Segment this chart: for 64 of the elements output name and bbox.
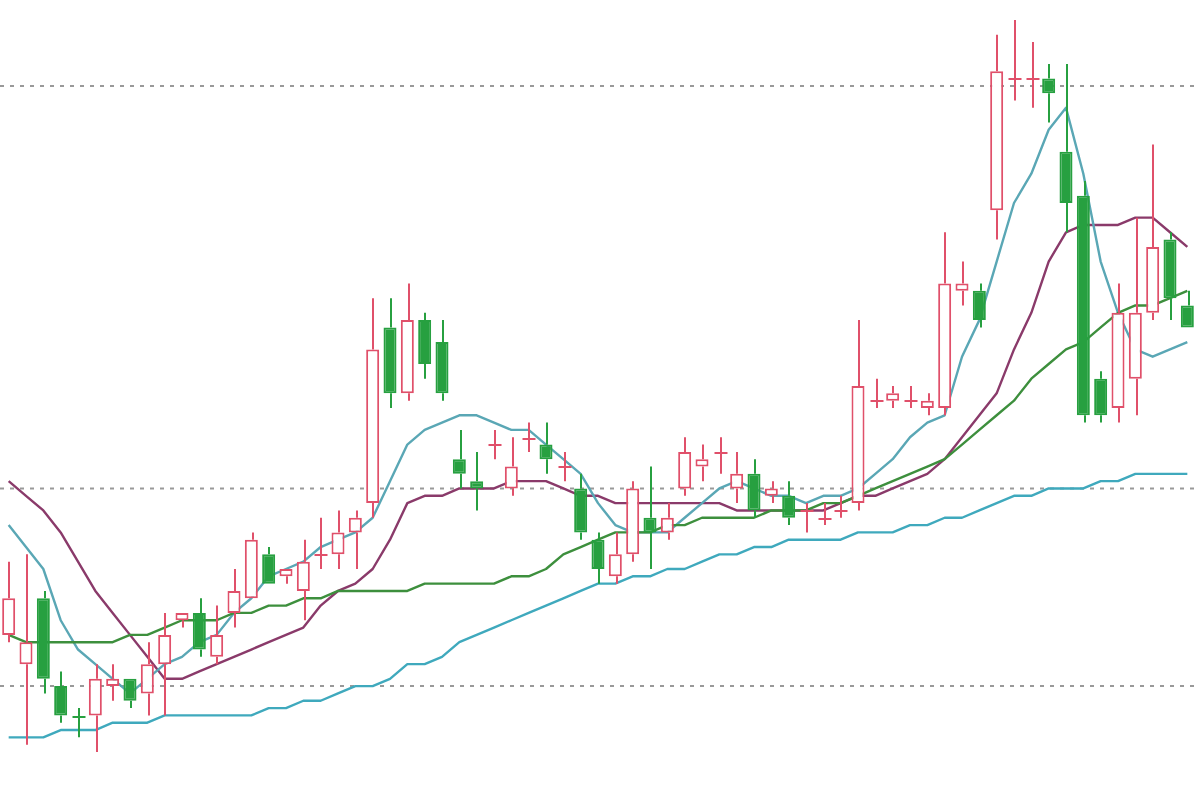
candlestick [1076,180,1090,424]
candlestick [123,678,137,710]
candlestick [452,428,466,490]
candlestick [366,297,380,519]
candlestick [400,282,414,402]
candlestick [955,260,969,307]
candlestick [88,663,102,753]
candlestick [296,538,310,622]
candlestick [1146,143,1160,322]
candlestick [972,282,986,329]
candlestick [279,569,293,585]
candlestick [331,509,345,570]
candlestick [383,297,397,409]
candlestick [1163,231,1177,322]
candlestick [1059,62,1073,234]
candlestick [626,480,640,563]
candlestick [678,436,692,497]
candlestick [747,458,761,519]
candlestick [557,450,573,483]
candlestick [210,604,224,666]
candlestick [2,560,16,644]
candlestick [192,597,206,658]
candlestick [262,546,276,584]
candlestick [227,568,241,629]
candlestick [990,33,1004,241]
candlestick [418,311,432,380]
candlestick [504,436,518,497]
candlestick [574,472,588,541]
candlestick [695,443,709,483]
candlestick [244,531,258,599]
candlestick [36,589,50,695]
candlestick [71,707,87,739]
candlestick [1025,40,1041,109]
candlestick [1042,62,1056,124]
candlestick [869,377,885,409]
candlestick [833,494,849,519]
candlestick [106,663,120,702]
candlestick [1180,289,1194,328]
candlestick [487,428,503,461]
candlestick [591,531,605,585]
candlestick [313,516,329,570]
candlestick [1128,216,1142,417]
candlestick [1111,282,1125,424]
candlestick [539,421,553,475]
candlestick [643,465,657,570]
candlestick [19,553,33,746]
candlestick [521,421,537,453]
candlestick [851,319,865,512]
candlestick [713,436,729,475]
candlestick [435,319,449,402]
candlestick [608,531,622,585]
candlestick [175,612,189,629]
candlestick [886,385,900,409]
candlestick [764,480,778,505]
candlestick [938,231,952,417]
candlestick [799,502,815,534]
candlestick [1007,19,1023,102]
candlestick [54,670,68,724]
candlestick [140,641,154,717]
candlestick [782,480,796,527]
candlestick [470,450,484,512]
candlestick [817,502,833,527]
candlestick [158,611,172,717]
candlestick [1094,370,1108,424]
